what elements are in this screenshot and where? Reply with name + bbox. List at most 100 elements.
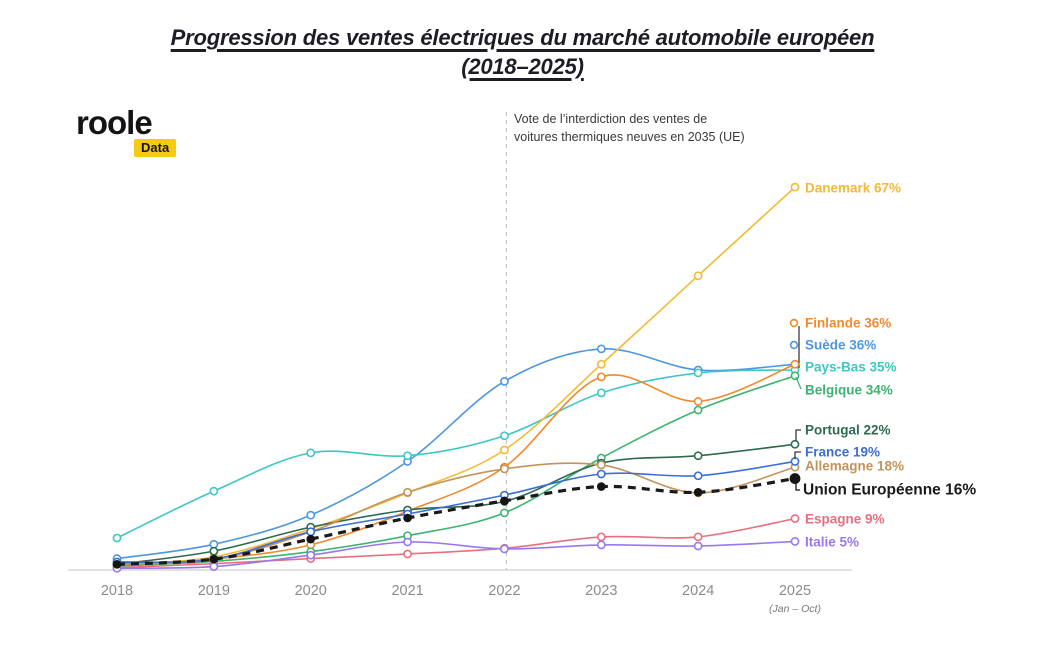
series-label-pays_bas: Pays-Bas 35% <box>805 360 897 375</box>
series-label-ue: Union Européenne 16% <box>803 482 976 499</box>
data-point-espagne-2021 <box>403 549 412 559</box>
data-point-pays_bas-2019 <box>209 486 219 496</box>
series-line-pays_bas <box>116 369 796 539</box>
data-point-allemagne-2023 <box>596 460 606 470</box>
data-point-ue-2018 <box>112 559 122 569</box>
series-line-finlande <box>116 363 796 567</box>
data-point-belgique-2025 <box>790 371 800 381</box>
data-point-suede-2023 <box>596 344 606 354</box>
leader-line-portugal <box>795 429 801 441</box>
x-tick-2025-note: (Jan – Oct) <box>769 603 821 615</box>
series-label-finlande: Finlande 36% <box>805 316 891 331</box>
data-point-danemark-2022 <box>500 445 509 455</box>
annotation-line2: voitures thermiques neuves en 2035 (UE) <box>514 130 745 145</box>
data-point-italie-2024 <box>693 541 703 551</box>
data-point-france-2023 <box>596 469 606 479</box>
ban-vote-annotation: Vote de l’interdiction des ventes de voi… <box>514 110 745 146</box>
label-marker-finlande <box>789 318 799 328</box>
series-ue: Union Européenne 16% <box>112 473 976 569</box>
x-tick-2018: 2018 <box>101 583 133 599</box>
data-point-suede-2022 <box>500 377 509 386</box>
series-label-danemark: Danemark 67% <box>805 181 901 196</box>
series-italie: Italie 5% <box>112 535 859 573</box>
data-point-ue-2024 <box>693 487 703 497</box>
page-title: Progression des ventes électriques du ma… <box>0 23 1045 81</box>
data-point-finlande-2024 <box>693 397 703 406</box>
data-point-ue-2022 <box>500 496 509 506</box>
data-point-pays_bas-2022 <box>500 431 509 441</box>
data-point-italie-2020 <box>306 550 316 560</box>
series-danemark: Danemark 67% <box>112 181 901 569</box>
series-line-portugal <box>116 443 796 566</box>
roole-data-logo: roole Data <box>76 106 196 157</box>
data-point-italie-2022 <box>500 544 509 554</box>
annotation-line1: Vote de l’interdiction des ventes de <box>514 112 708 126</box>
leader-line-france <box>794 451 801 459</box>
roole-logo-data-badge: Data <box>134 139 177 157</box>
x-tick-2020: 2020 <box>295 583 327 599</box>
x-tick-2022: 2022 <box>488 583 520 599</box>
x-tick-2021: 2021 <box>391 583 423 599</box>
data-point-espagne-2023 <box>596 532 606 542</box>
roole-logo-wordmark: roole <box>76 104 153 141</box>
series-suede: Suède 36% <box>112 338 876 563</box>
x-tick-2024: 2024 <box>682 583 714 599</box>
data-point-portugal-2024 <box>693 451 703 461</box>
series-line-italie <box>116 540 796 570</box>
series-line-belgique <box>116 374 796 567</box>
data-point-pays_bas-2021 <box>403 451 412 461</box>
data-point-ue-2023 <box>596 482 606 491</box>
data-point-allemagne-2021 <box>403 487 412 497</box>
data-point-ue-2020 <box>306 534 316 544</box>
data-point-pays_bas-2024 <box>693 368 703 378</box>
series-label-suede: Suède 36% <box>805 338 876 353</box>
series-label-espagne: Espagne 9% <box>805 512 885 527</box>
data-point-pays_bas-2018 <box>112 533 122 543</box>
series-line-espagne <box>116 517 796 569</box>
data-point-suede-2020 <box>306 510 316 520</box>
data-point-belgique-2024 <box>693 405 703 415</box>
data-point-france-2024 <box>693 471 703 481</box>
series-finlande: Finlande 36% <box>112 316 891 571</box>
leader-line-belgique <box>795 376 802 390</box>
series-line-allemagne <box>116 462 796 566</box>
data-point-france-2020 <box>306 527 316 537</box>
page-title-line2: (2018–2025) <box>461 53 584 79</box>
data-point-portugal-2019 <box>209 546 219 556</box>
series-line-suede <box>116 348 796 560</box>
series-label-france: France 19% <box>805 445 880 460</box>
series-label-allemagne: Allemagne 18% <box>805 459 904 474</box>
series-label-italie: Italie 5% <box>805 535 859 550</box>
series-label-portugal: Portugal 22% <box>805 423 891 438</box>
data-point-pays_bas-2020 <box>306 448 316 458</box>
x-tick-2019: 2019 <box>198 583 230 599</box>
page-title-line1: Progression des ventes électriques du ma… <box>170 24 875 50</box>
data-point-ue-2025 <box>789 473 801 484</box>
series-label-belgique: Belgique 34% <box>805 383 893 398</box>
data-point-pays_bas-2023 <box>596 388 606 398</box>
data-point-danemark-2024 <box>693 271 703 281</box>
series-line-ue <box>116 477 796 566</box>
x-tick-2025: 2025 <box>779 583 811 599</box>
data-point-belgique-2022 <box>500 508 509 518</box>
data-point-finlande-2023 <box>596 372 606 382</box>
data-point-espagne-2025 <box>790 514 800 523</box>
data-point-ue-2021 <box>403 513 412 523</box>
series-line-danemark <box>116 186 796 566</box>
label-marker-suede <box>789 340 799 350</box>
data-point-italie-2021 <box>403 537 412 547</box>
data-point-italie-2025 <box>790 537 800 546</box>
x-tick-2023: 2023 <box>585 583 617 599</box>
leader-line-ue <box>795 481 800 491</box>
data-point-italie-2019 <box>209 562 219 571</box>
data-point-ue-2019 <box>209 554 219 564</box>
data-point-portugal-2025 <box>790 439 800 449</box>
series-pays_bas: Pays-Bas 35% <box>112 360 897 543</box>
data-point-danemark-2023 <box>596 359 606 369</box>
data-point-finlande-2025 <box>790 359 800 369</box>
data-point-italie-2023 <box>596 540 606 550</box>
data-point-allemagne-2022 <box>500 464 509 474</box>
data-point-espagne-2024 <box>693 532 703 542</box>
